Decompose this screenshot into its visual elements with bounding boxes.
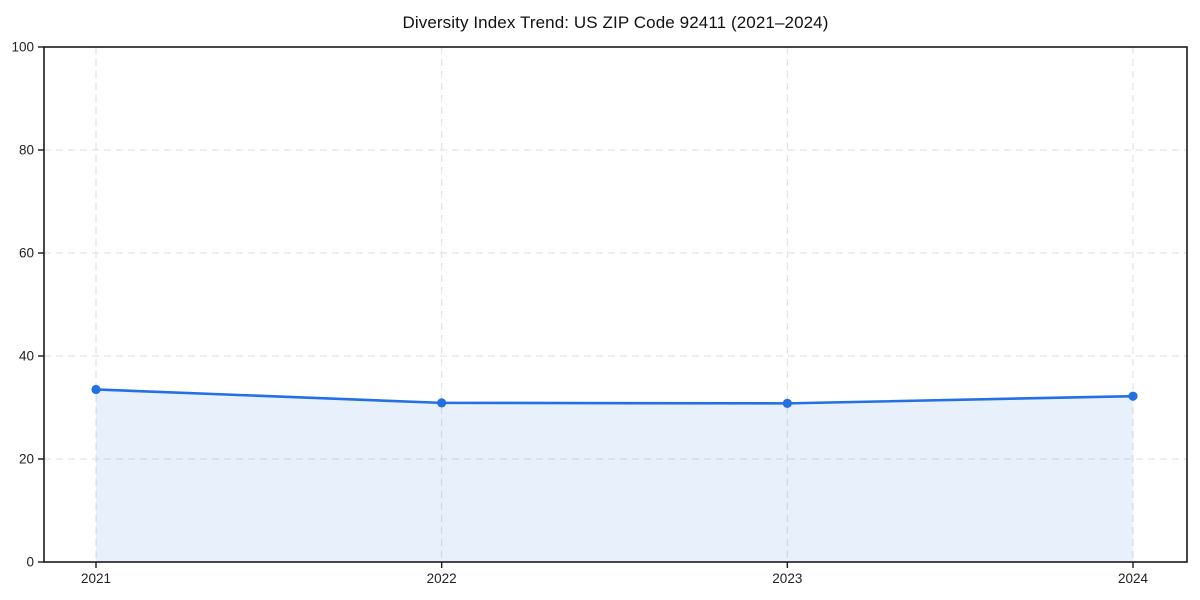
x-tick-label: 2021 [81,571,111,586]
y-tick-label: 40 [19,349,34,364]
trend-line [94,388,1135,405]
data-point-2021 [91,384,101,395]
data-point-2023 [782,398,792,408]
plot-frame [43,46,1188,563]
y-tick-label: 60 [19,246,34,261]
x-tick-label: 2023 [772,571,802,586]
x-tick-label: 2022 [427,571,457,586]
y-tick-label: 80 [19,143,34,158]
area-fill [96,389,1133,562]
y-tick-label: 20 [19,452,34,467]
data-point-2022 [437,398,447,408]
y-tick-label: 0 [26,555,34,570]
data-point-2024 [1128,391,1138,401]
y-tick-label: 100 [11,40,34,55]
x-tick-label: 2024 [1118,571,1149,586]
chart-title: Diversity Index Trend: US ZIP Code 92411… [402,13,829,32]
